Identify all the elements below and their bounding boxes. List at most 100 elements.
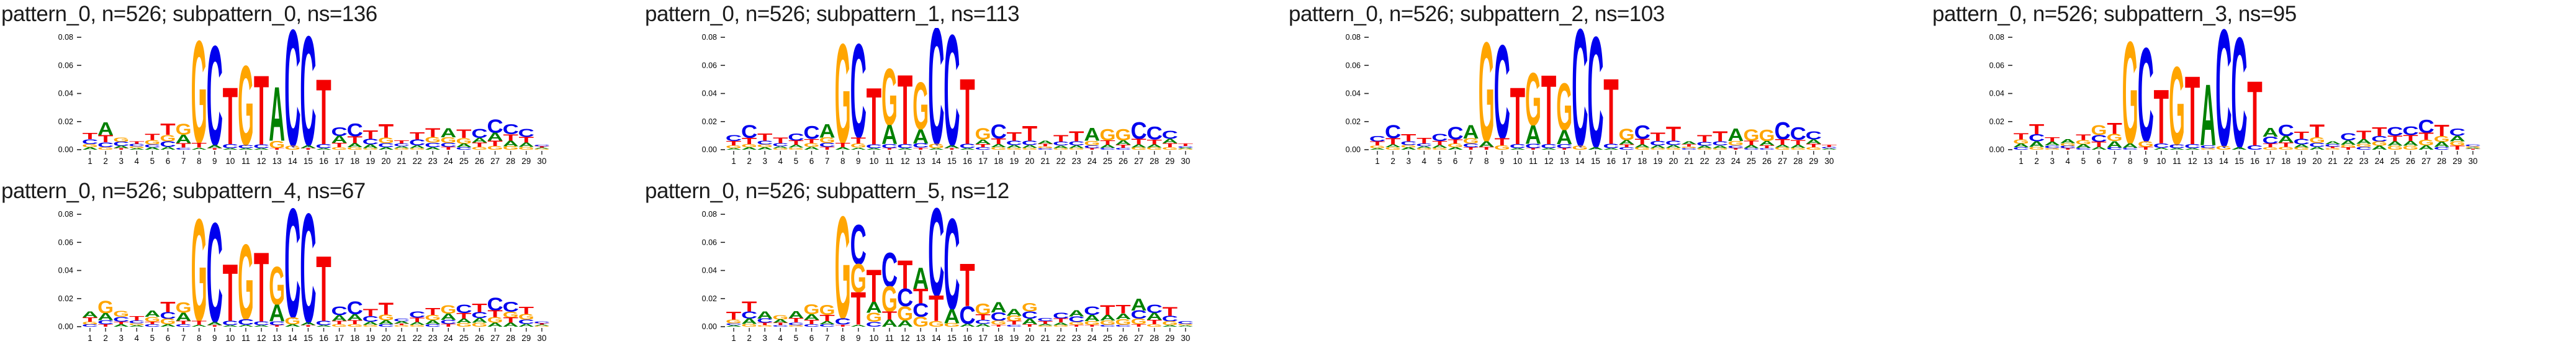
svg-text:14: 14 — [932, 157, 942, 166]
svg-text:T: T — [851, 136, 867, 146]
svg-text:G: G — [850, 256, 867, 302]
svg-text:C: C — [2231, 28, 2247, 177]
svg-text:A: A — [835, 147, 851, 150]
svg-text:22: 22 — [1056, 334, 1066, 343]
svg-text:T: T — [1526, 148, 1541, 150]
svg-text:T: T — [1806, 143, 1822, 148]
svg-text:T: T — [2294, 129, 2310, 141]
svg-text:A: A — [518, 141, 534, 148]
svg-text:16: 16 — [319, 334, 328, 343]
svg-text:C: C — [82, 138, 98, 146]
svg-text:19: 19 — [366, 157, 375, 166]
svg-text:G: G — [238, 42, 254, 170]
svg-text:C: C — [803, 324, 820, 328]
svg-text:C: C — [1759, 148, 1775, 150]
svg-text:9: 9 — [856, 157, 861, 166]
svg-text:A: A — [160, 146, 176, 150]
svg-text:29: 29 — [1165, 157, 1174, 166]
svg-text:T: T — [2045, 135, 2060, 143]
svg-text:C: C — [425, 142, 441, 149]
svg-text:A: A — [1821, 148, 1837, 150]
svg-text:A: A — [1556, 126, 1572, 148]
svg-text:11: 11 — [2173, 157, 2181, 166]
svg-text:G: G — [928, 143, 944, 150]
svg-text:T: T — [456, 311, 471, 320]
svg-text:C: C — [113, 140, 129, 147]
svg-text:T: T — [1495, 137, 1510, 148]
svg-text:9: 9 — [856, 334, 861, 343]
svg-text:C: C — [2200, 144, 2216, 149]
svg-text:A: A — [881, 119, 898, 150]
svg-text:2: 2 — [1390, 157, 1395, 166]
svg-text:T: T — [129, 315, 145, 322]
svg-text:C: C — [425, 324, 441, 328]
sequence-logo-subpattern-2: 0.080.060.040.020.001 2 3 4 5 6 7 8 9 10 11 12 13 14 1… — [1346, 28, 1837, 177]
svg-text:A: A — [425, 319, 441, 326]
svg-text:T: T — [83, 131, 98, 141]
svg-text:0.02: 0.02 — [58, 117, 73, 126]
svg-text:4: 4 — [135, 334, 140, 343]
sequence-logo-subpattern-3: 0.080.060.040.020.001 2 3 4 5 6 7 8 9 10 11 12 13 14 1… — [1989, 28, 2481, 177]
svg-text:A: A — [788, 144, 804, 148]
svg-text:T: T — [2076, 133, 2091, 142]
svg-text:T: T — [851, 282, 867, 335]
svg-text:G: G — [726, 319, 742, 325]
svg-text:A: A — [222, 148, 238, 150]
svg-text:A: A — [1448, 147, 1464, 150]
svg-text:G: G — [1650, 148, 1666, 150]
svg-text:A: A — [300, 322, 316, 326]
svg-text:30: 30 — [1824, 157, 1834, 166]
svg-text:G: G — [819, 302, 835, 319]
svg-text:C: C — [1696, 141, 1713, 147]
svg-text:A: A — [253, 325, 269, 327]
svg-text:15: 15 — [2235, 157, 2244, 166]
svg-text:C: C — [803, 123, 819, 143]
svg-text:17: 17 — [2266, 157, 2275, 166]
empty-cell-2 — [1931, 177, 2575, 354]
sequence-logo-subpattern-1: 0.080.060.040.020.001 2 3 4 5 6 7 8 9 10 11 12 13 14 1… — [702, 28, 1194, 177]
svg-text:28: 28 — [506, 334, 515, 343]
svg-text:T: T — [394, 140, 410, 145]
svg-text:G: G — [881, 52, 898, 143]
plot-title-subpattern-3: pattern_0, n=526; subpattern_3, ns=95 — [1932, 2, 2297, 26]
svg-text:G: G — [835, 205, 851, 350]
svg-text:23: 23 — [1072, 334, 1081, 343]
svg-text:T: T — [742, 298, 757, 314]
svg-text:C: C — [2184, 143, 2200, 149]
svg-text:C: C — [160, 310, 176, 320]
svg-text:T: T — [2060, 148, 2076, 150]
svg-text:A: A — [975, 138, 991, 145]
plot-title-subpattern-0: pattern_0, n=526; subpattern_0, ns=136 — [1, 2, 377, 26]
svg-text:C: C — [2029, 132, 2045, 143]
svg-text:G: G — [1099, 319, 1115, 326]
svg-text:13: 13 — [272, 157, 282, 166]
svg-text:10: 10 — [869, 334, 878, 343]
svg-text:T: T — [534, 146, 550, 148]
svg-text:C: C — [1115, 147, 1131, 150]
svg-text:A: A — [1712, 145, 1728, 148]
svg-text:C: C — [534, 144, 550, 147]
svg-text:30: 30 — [1181, 157, 1190, 166]
svg-text:T: T — [410, 317, 425, 324]
svg-text:24: 24 — [444, 334, 454, 343]
svg-text:T: T — [1007, 129, 1022, 143]
svg-text:A: A — [191, 147, 207, 150]
svg-text:A: A — [2434, 140, 2450, 148]
svg-text:C: C — [456, 147, 472, 151]
svg-text:C: C — [503, 299, 519, 315]
svg-text:A: A — [487, 322, 503, 329]
svg-text:C: C — [1587, 28, 1603, 177]
svg-text:C: C — [1178, 145, 1194, 148]
svg-text:T: T — [331, 142, 347, 148]
svg-text:G: G — [409, 148, 425, 150]
svg-text:A: A — [363, 321, 379, 326]
svg-text:C: C — [1022, 139, 1038, 146]
svg-text:G: G — [1790, 147, 1806, 150]
svg-text:G: G — [160, 134, 176, 143]
svg-text:G: G — [1431, 147, 1448, 150]
svg-text:3: 3 — [119, 157, 124, 166]
svg-text:A: A — [97, 311, 114, 322]
svg-text:10: 10 — [225, 334, 235, 343]
svg-text:G: G — [788, 325, 804, 327]
svg-text:T: T — [2372, 124, 2387, 138]
